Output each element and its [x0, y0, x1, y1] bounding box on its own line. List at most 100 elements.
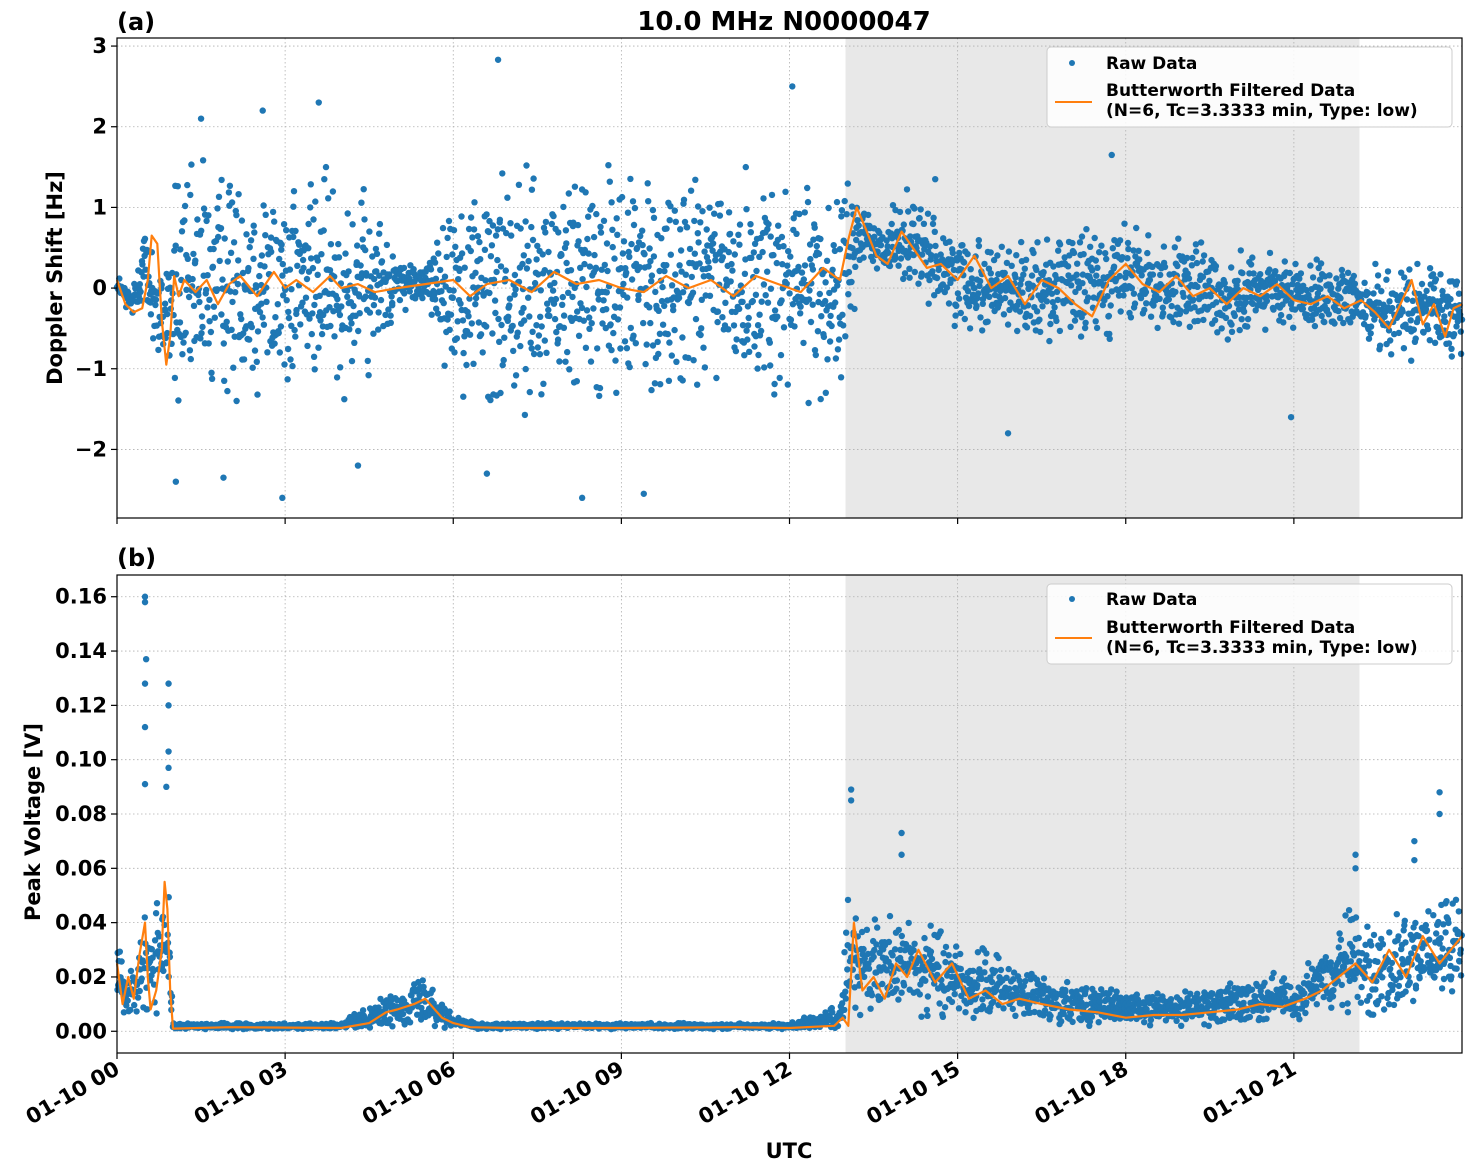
- panel-a-raw-point: [1416, 290, 1423, 298]
- panel-a-raw-point: [551, 315, 559, 323]
- panel-a-raw-point: [780, 243, 787, 250]
- panel-a-raw-point: [601, 261, 608, 269]
- panel-b-raw-point: [942, 958, 949, 966]
- panel-a-raw-point: [1079, 280, 1086, 287]
- panel-a-raw-point: [1200, 316, 1207, 324]
- panel-b-raw-point: [1058, 1018, 1065, 1025]
- panel-a-raw-point: [493, 268, 500, 276]
- panel-a-raw-point: [1022, 256, 1030, 263]
- panel-a-raw-point: [342, 250, 349, 257]
- panel-a-raw-point: [433, 305, 440, 312]
- panel-a-raw-point: [685, 299, 693, 307]
- panel-a-raw-point: [472, 269, 479, 276]
- panel-a-raw-point: [460, 349, 467, 357]
- panel-a-raw-point: [807, 255, 814, 263]
- panel-a-raw-point: [224, 387, 231, 395]
- panel-a-raw-point: [761, 364, 768, 371]
- panel-b-raw-point: [988, 978, 996, 986]
- panel-a-raw-point: [1335, 307, 1342, 315]
- panel-a-raw-point: [998, 243, 1005, 250]
- panel-a-raw-point: [679, 377, 686, 384]
- panel-a-raw-point: [1453, 278, 1461, 285]
- panel-a-raw-point: [620, 238, 628, 245]
- panel-b: 0.000.020.040.060.080.100.120.140.16 Pea…: [21, 574, 1466, 1059]
- panel-a-raw-point: [624, 209, 632, 216]
- panel-a-raw-point: [543, 349, 550, 356]
- panel-a-raw-point: [946, 238, 953, 245]
- panel-a-raw-point: [432, 275, 440, 282]
- panel-a-raw-point: [645, 198, 652, 205]
- panel-a-raw-point: [235, 191, 242, 198]
- panel-a-raw-point: [832, 355, 840, 362]
- panel-b-raw-point: [970, 1014, 977, 1022]
- panel-a-raw-point: [600, 297, 607, 304]
- panel-a-raw-point: [699, 208, 706, 215]
- panel-a-raw-point: [1186, 323, 1194, 330]
- panel-a-raw-point: [565, 190, 572, 197]
- panel-a-raw-point: [732, 347, 740, 355]
- panel-a-raw-point: [690, 357, 697, 364]
- panel-a-raw-point: [1418, 280, 1426, 288]
- panel-a-raw-point: [466, 295, 473, 302]
- panel-a-raw-point: [1154, 324, 1161, 332]
- panel-a-raw-point: [364, 357, 371, 365]
- panel-a-raw-point: [152, 301, 159, 309]
- panel-a-raw-point: [383, 241, 391, 249]
- panel-a-raw-point: [460, 393, 467, 400]
- panel-a-raw-point: [569, 293, 576, 301]
- panel-a-raw-point: [190, 250, 197, 258]
- panel-a-legend-filter-params: (N=6, Tc=3.3333 min, Type: low): [1106, 101, 1418, 121]
- panel-a-raw-point: [458, 250, 466, 257]
- panel-a-raw-point: [1455, 290, 1463, 297]
- panel-a-raw-point: [304, 342, 311, 350]
- panel-a-raw-point: [1064, 263, 1072, 270]
- panel-a-raw-point: [250, 222, 257, 229]
- panel-a-raw-point: [597, 229, 605, 236]
- panel-a-raw-point: [753, 267, 760, 275]
- panel-a-raw-point: [1398, 269, 1405, 276]
- panel-a-raw-point: [806, 287, 813, 294]
- panel-b-grid: [116, 575, 1462, 1053]
- panel-a-raw-point: [443, 253, 450, 261]
- panel-a-raw-point: [1333, 275, 1340, 282]
- panel-a-raw-point: [258, 252, 266, 259]
- panel-a-raw-point: [582, 189, 589, 196]
- panel-a-raw-point: [1389, 304, 1396, 312]
- panel-a-ytick-label: −2: [75, 437, 107, 461]
- panel-b-raw-point: [419, 977, 426, 984]
- panel-a-raw-point: [525, 294, 532, 301]
- panel-a-raw-point: [1263, 297, 1271, 305]
- panel-a-raw-point: [755, 351, 762, 359]
- panel-a-raw-point: [225, 189, 233, 196]
- panel-a-raw-point: [291, 326, 298, 334]
- panel-a-raw-point: [406, 288, 413, 295]
- panel-a-raw-point: [1093, 324, 1101, 332]
- panel-b-raw-point: [955, 1005, 963, 1012]
- panel-a-raw-point: [1222, 314, 1230, 322]
- panel-a-raw-point: [931, 292, 938, 299]
- panel-a-raw-point: [1252, 307, 1259, 314]
- panel-a-raw-point: [851, 305, 858, 313]
- panel-a-raw-point: [502, 267, 509, 274]
- panel-a-raw-point: [747, 229, 754, 236]
- panel-a-raw-point: [155, 346, 162, 354]
- panel-a-raw-point: [842, 333, 849, 340]
- panel-a-raw-point: [1182, 308, 1190, 315]
- panel-b-label: (b): [117, 544, 156, 572]
- panel-a-raw-point: [205, 212, 212, 219]
- panel-a-raw-point: [945, 300, 953, 307]
- panel-a-raw-point: [320, 227, 327, 234]
- panel-a-raw-point: [1326, 272, 1333, 279]
- panel-a-raw-point: [979, 300, 986, 307]
- panel-a-raw-point: [348, 320, 355, 327]
- panel-a-raw-point: [1364, 289, 1372, 297]
- panel-a-raw-point: [501, 334, 508, 341]
- panel-a-raw-point: [238, 217, 246, 224]
- panel-a-raw-point: [470, 284, 477, 291]
- panel-a-raw-point: [337, 364, 344, 371]
- panel-b-raw-point: [1303, 972, 1311, 980]
- panel-a-raw-point: [556, 358, 563, 365]
- panel-a-raw-point: [1286, 269, 1294, 277]
- panel-a-raw-point: [344, 287, 351, 294]
- panel-a-raw-point: [535, 332, 543, 339]
